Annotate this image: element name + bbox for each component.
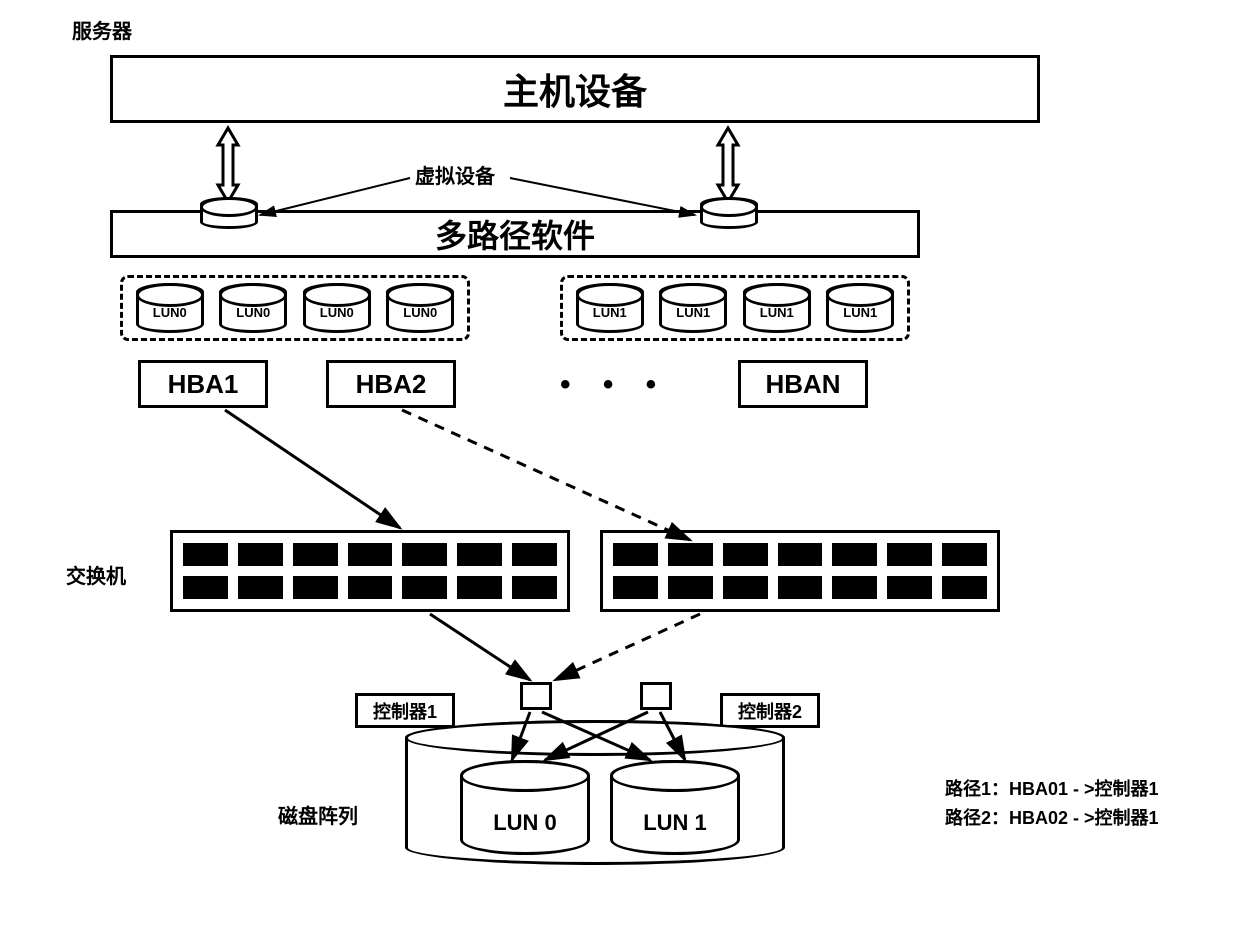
lun0-big: LUN 0 [460,760,590,855]
lun-group-b: LUN1 LUN1 LUN1 LUN1 [560,275,910,341]
ctrl-port-2 [640,682,672,710]
lun0-cyl: LUN0 [386,283,454,333]
ctrl-port-1 [520,682,552,710]
virtual-cyl-1 [200,197,258,229]
switch-2 [600,530,1000,612]
host-device-text: 主机设备 [503,63,647,115]
virtual-device-label: 虚拟设备 [415,160,495,189]
hba2-box: HBA2 [326,360,456,408]
lun0-cyl: LUN0 [303,283,371,333]
lun1-cyl: LUN1 [659,283,727,333]
hban-box: HBAN [738,360,868,408]
lun1-big: LUN 1 [610,760,740,855]
lun0-cyl: LUN0 [219,283,287,333]
disk-array-label: 磁盘阵列 [278,800,358,829]
lun1-cyl: LUN1 [826,283,894,333]
lun0-cyl: LUN0 [136,283,204,333]
switch-label: 交换机 [66,560,126,589]
server-label: 服务器 [72,15,132,44]
hba-dots: • • • [560,368,668,402]
virtual-cyl-2 [700,197,758,229]
switch-1 [170,530,570,612]
lun1-cyl: LUN1 [743,283,811,333]
lun-group-a: LUN0 LUN0 LUN0 LUN0 [120,275,470,341]
lun1-cyl: LUN1 [576,283,644,333]
multipath-text: 多路径软件 [435,211,595,257]
hba1-box: HBA1 [138,360,268,408]
path-labels: 路径1：HBA01 - >控制器1 路径2：HBA02 - >控制器1 [945,775,1159,833]
host-device-box: 主机设备 [110,55,1040,123]
